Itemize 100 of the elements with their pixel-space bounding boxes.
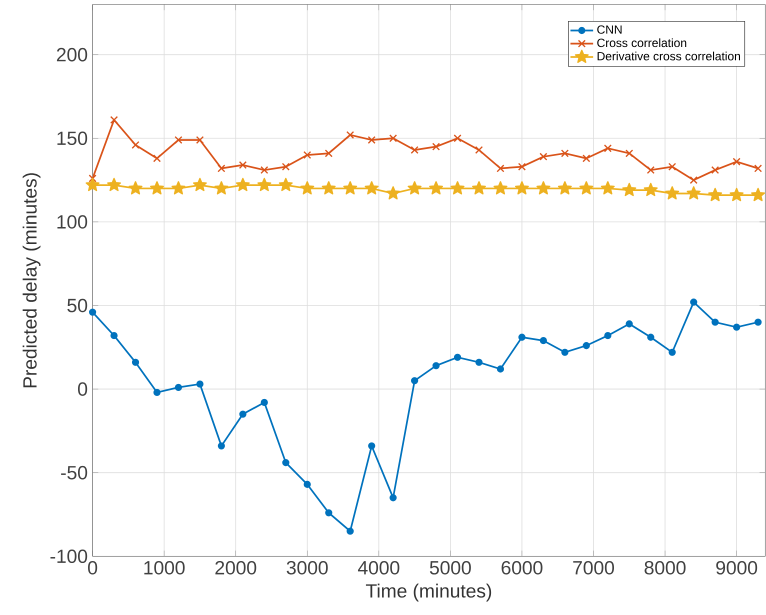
point	[368, 136, 376, 144]
point	[518, 334, 526, 341]
point	[196, 380, 204, 388]
point	[582, 154, 590, 162]
point	[754, 164, 762, 172]
point	[686, 186, 701, 200]
y-axis-title: Predicted delay (minutes)	[22, 173, 41, 388]
point	[218, 442, 225, 450]
x-tick-label: 4000	[358, 561, 400, 575]
point	[238, 161, 247, 170]
point	[282, 162, 290, 171]
point	[626, 320, 633, 328]
point	[690, 176, 698, 184]
point	[644, 182, 658, 196]
point	[171, 181, 186, 195]
point	[493, 181, 508, 195]
point	[196, 136, 204, 144]
point	[708, 188, 722, 202]
point	[540, 337, 547, 344]
point	[712, 318, 719, 326]
point	[454, 354, 462, 361]
point	[132, 141, 140, 150]
point	[411, 377, 418, 384]
x-tick-label: 2000	[215, 561, 256, 575]
point	[668, 348, 676, 356]
point	[386, 186, 400, 200]
point	[278, 178, 293, 192]
point	[518, 162, 526, 171]
point	[364, 181, 379, 195]
point	[665, 186, 680, 200]
legend-label: Derivative cross correlation	[598, 52, 740, 60]
point	[153, 388, 161, 396]
point	[174, 384, 182, 392]
point	[450, 181, 465, 195]
point	[732, 158, 741, 166]
point	[579, 181, 594, 195]
point	[322, 181, 336, 195]
point	[711, 166, 720, 174]
point	[324, 149, 333, 158]
point	[192, 178, 207, 192]
x-tick-label: 6000	[502, 561, 542, 575]
point	[561, 348, 568, 356]
legend-label: CNN	[597, 25, 622, 34]
x-tick-label: 9000	[716, 561, 758, 575]
point	[622, 182, 636, 196]
x-tick-label: 1000	[144, 561, 185, 575]
point	[690, 298, 698, 306]
x-tick-label: 0	[88, 561, 98, 575]
point	[751, 188, 766, 202]
point	[174, 136, 182, 144]
point	[343, 181, 358, 195]
point	[214, 181, 228, 195]
point	[128, 181, 142, 195]
point	[88, 174, 97, 182]
point	[110, 332, 118, 340]
point	[300, 181, 314, 195]
y-tick-label: 150	[57, 132, 88, 146]
point	[454, 134, 462, 142]
point	[754, 318, 762, 326]
point	[368, 442, 376, 450]
point	[668, 162, 676, 171]
x-tick-label: 8000	[644, 561, 686, 575]
point	[475, 146, 483, 154]
point	[410, 146, 419, 154]
point	[514, 181, 529, 195]
point	[389, 134, 398, 142]
point	[110, 116, 118, 124]
point	[89, 308, 96, 316]
point	[236, 178, 250, 192]
point	[475, 358, 483, 366]
x-tick-label: 5000	[430, 561, 471, 575]
point	[536, 181, 550, 195]
point	[325, 509, 332, 516]
point	[260, 398, 268, 406]
point	[625, 149, 634, 158]
y-tick-label: 100	[57, 215, 88, 229]
legend-label: Cross correlation	[597, 38, 686, 48]
point	[217, 164, 226, 172]
point	[153, 154, 161, 162]
x-axis-title: Time (minutes)	[366, 584, 492, 602]
point	[150, 181, 164, 195]
point	[107, 178, 122, 192]
point	[730, 188, 744, 202]
x-tick-label: 3000	[286, 561, 328, 575]
x-tick-label: 7000	[573, 561, 614, 575]
point	[560, 149, 569, 158]
point	[604, 332, 612, 340]
point	[257, 178, 272, 192]
point	[239, 410, 246, 418]
point	[408, 181, 422, 195]
point	[86, 178, 100, 192]
y-tick-label: 200	[56, 48, 88, 62]
y-tick-label: 0	[78, 382, 88, 396]
point	[496, 366, 504, 373]
point	[346, 131, 354, 139]
point	[582, 342, 590, 350]
point	[260, 166, 268, 174]
point	[539, 152, 548, 161]
point	[282, 459, 290, 466]
point	[304, 480, 311, 488]
